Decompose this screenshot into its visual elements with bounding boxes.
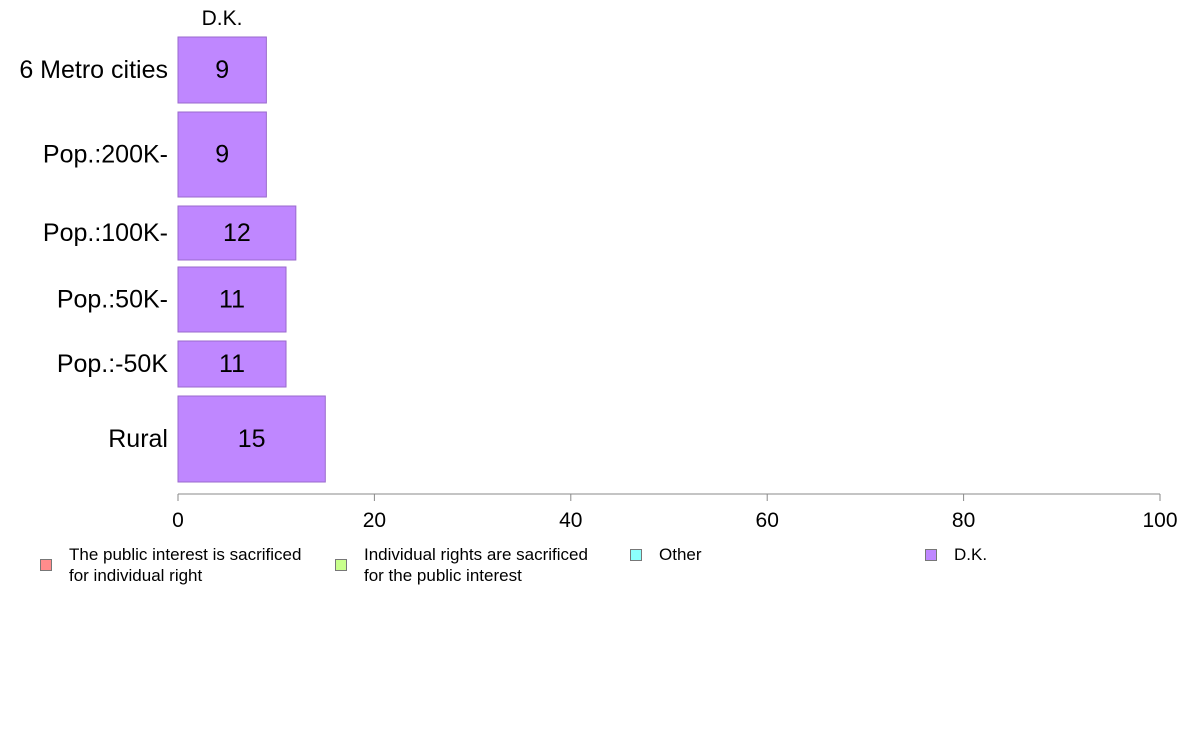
bar-value-label-5: 15 bbox=[238, 425, 266, 453]
legend-swatch-other bbox=[630, 548, 642, 561]
legend-swatch-public-interest bbox=[40, 559, 52, 571]
panel-title: D.K. bbox=[202, 7, 243, 30]
legend-label-dk: D.K. bbox=[954, 545, 988, 564]
bar-3 bbox=[177, 266, 287, 333]
x-axis: 0 20 40 60 80 100 bbox=[172, 493, 1178, 532]
bar-value-label-2: 12 bbox=[223, 219, 251, 247]
category-label-2: Pop.:100K- bbox=[43, 219, 168, 247]
legend-swatch-individual-rights bbox=[335, 559, 347, 571]
bar-2 bbox=[177, 205, 297, 261]
x-tick-label-3: 60 bbox=[756, 509, 779, 532]
bars-group: 9 9 12 11 11 15 bbox=[177, 36, 326, 483]
x-tick-label-0: 0 bbox=[172, 509, 184, 532]
category-label-0: 6 Metro cities bbox=[19, 56, 168, 84]
bar-value-label-3: 11 bbox=[219, 286, 245, 314]
x-tick-label-2: 40 bbox=[559, 509, 582, 532]
category-label-5: Rural bbox=[108, 425, 168, 453]
legend-swatch-dk bbox=[925, 548, 937, 561]
legend-item-individual-rights: Individual rights are sacrificed for the… bbox=[335, 544, 588, 586]
bar-chart: D.K. 9 9 12 11 11 15 6 Metro cities Pop.:200K-… bbox=[19, 7, 1178, 532]
legend: The public interest is sacrificed for in… bbox=[0, 544, 1188, 594]
bar-0 bbox=[177, 36, 267, 104]
bar-5 bbox=[177, 395, 326, 483]
bar-4 bbox=[177, 340, 287, 388]
legend-item-dk: D.K. bbox=[925, 544, 987, 565]
bar-value-label-4: 11 bbox=[219, 350, 245, 378]
category-labels: 6 Metro cities Pop.:200K- Pop.:100K- Pop.:5… bbox=[19, 56, 168, 453]
bar-value-label-0: 9 bbox=[215, 56, 229, 84]
legend-item-public-interest: The public interest is sacrificed for in… bbox=[40, 544, 301, 586]
x-tick-label-5: 100 bbox=[1142, 509, 1177, 532]
legend-label-public-interest: The public interest is sacrificed for in… bbox=[69, 545, 302, 585]
category-label-4: Pop.:-50K bbox=[57, 350, 169, 378]
category-label-3: Pop.:50K- bbox=[57, 286, 168, 314]
legend-item-other: Other bbox=[630, 544, 702, 565]
legend-label-other: Other bbox=[659, 545, 702, 564]
category-label-1: Pop.:200K- bbox=[43, 141, 168, 169]
legend-label-individual-rights: Individual rights are sacrificed for the… bbox=[364, 545, 588, 585]
x-tick-label-1: 20 bbox=[363, 509, 386, 532]
bar-1 bbox=[177, 111, 267, 198]
x-tick-label-4: 80 bbox=[952, 509, 975, 532]
bar-value-label-1: 9 bbox=[215, 141, 229, 169]
